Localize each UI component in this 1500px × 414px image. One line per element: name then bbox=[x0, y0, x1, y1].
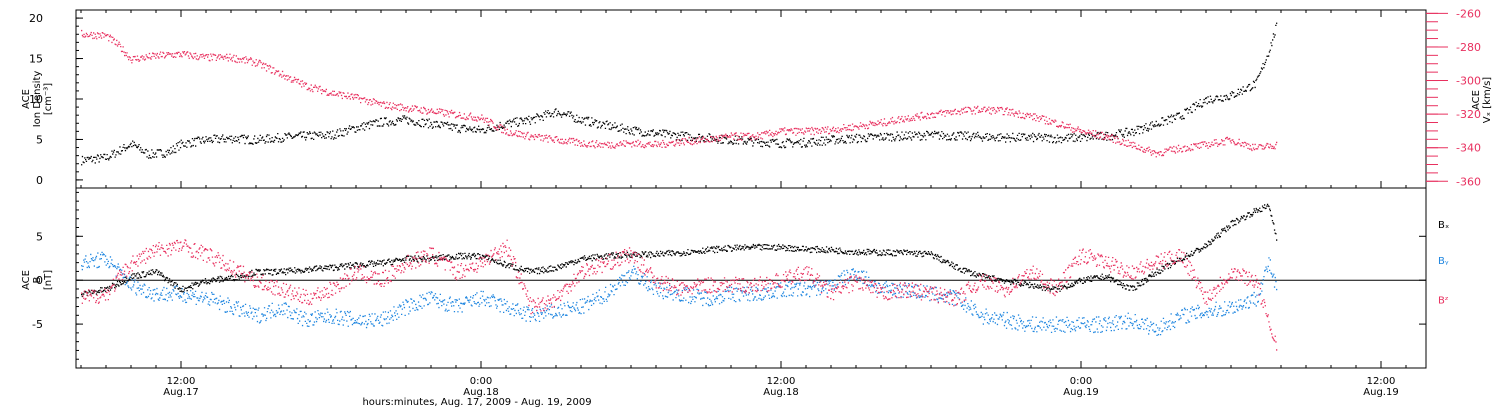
density-tick-label: 20 bbox=[29, 12, 43, 25]
density-series bbox=[81, 22, 1278, 166]
b-tick-label: -5 bbox=[32, 318, 43, 331]
x-tick-date: Aug.18 bbox=[763, 387, 798, 398]
bz-markers bbox=[81, 239, 1278, 351]
time-axis: 12:00Aug.170:00Aug.1812:00Aug.180:00Aug.… bbox=[80, 10, 1407, 398]
x-tick-time: 12:00 bbox=[167, 376, 196, 387]
vx-tick-label: -360 bbox=[1456, 175, 1481, 188]
by-markers bbox=[81, 251, 1278, 336]
vx-tick-label: -320 bbox=[1456, 108, 1481, 121]
vx-markers bbox=[81, 29, 1278, 158]
vx-axis-label-line: ACE bbox=[1471, 90, 1482, 110]
b-axis-label-line: ACE bbox=[21, 270, 32, 290]
density-tick-label: 0 bbox=[36, 174, 43, 187]
x-tick-date: Aug.19 bbox=[1063, 387, 1098, 398]
vx-tick-label: -260 bbox=[1456, 7, 1481, 20]
density-markers bbox=[81, 22, 1278, 166]
by-series bbox=[81, 251, 1278, 336]
bottom-panel-frame bbox=[75, 187, 1427, 369]
x-tick-time: 0:00 bbox=[1070, 376, 1092, 387]
x-tick-date: Aug.19 bbox=[1363, 387, 1398, 398]
vx-axis-label: ACE Vₓ [km/s] bbox=[1471, 77, 1493, 123]
bz-series bbox=[81, 239, 1278, 351]
b-tick-label: 5 bbox=[36, 230, 43, 243]
density-tick-label: 10 bbox=[29, 93, 43, 106]
density-axis-label-line: ACE bbox=[21, 89, 32, 109]
density-tick-label: 5 bbox=[36, 133, 43, 146]
x-tick-time: 12:00 bbox=[1367, 376, 1396, 387]
vx-tick-label: -300 bbox=[1456, 75, 1481, 88]
vx-series bbox=[81, 29, 1278, 158]
magnetic-field-panel: -5 0 5 ACE B [nT] Bₓ Bᵧ Bᶻ bbox=[21, 187, 1449, 369]
x-tick-time: 12:00 bbox=[767, 376, 796, 387]
density-axis-label-line: [cm⁻³] bbox=[43, 83, 54, 115]
density-axis-label-line: Ion Density bbox=[32, 71, 43, 128]
b-axis-label-line: B bbox=[32, 276, 43, 283]
x-axis-title: hours:minutes, Aug. 17, 2009 - Aug. 19, … bbox=[362, 397, 591, 408]
x-tick-date: Aug.18 bbox=[463, 387, 498, 398]
vx-tick-label: -280 bbox=[1456, 41, 1481, 54]
b-axis-label-line: [nT] bbox=[43, 270, 54, 290]
bz-legend-label: Bᶻ bbox=[1438, 296, 1449, 307]
by-legend-label: Bᵧ bbox=[1438, 256, 1449, 267]
vx-tick-label: -340 bbox=[1456, 142, 1481, 155]
density-tick-label: 15 bbox=[29, 53, 43, 66]
bx-legend-label: Bₓ bbox=[1438, 220, 1449, 231]
b-axis-label: ACE B [nT] bbox=[21, 270, 54, 290]
b-tick-label: 0 bbox=[36, 274, 43, 287]
top-panel-frame bbox=[75, 9, 1427, 189]
vx-axis-label-line: Vₓ [km/s] bbox=[1482, 77, 1493, 123]
density-axis-label: ACE Ion Density [cm⁻³] bbox=[21, 71, 54, 128]
x-tick-time: 0:00 bbox=[470, 376, 492, 387]
x-tick-date: Aug.17 bbox=[163, 387, 198, 398]
